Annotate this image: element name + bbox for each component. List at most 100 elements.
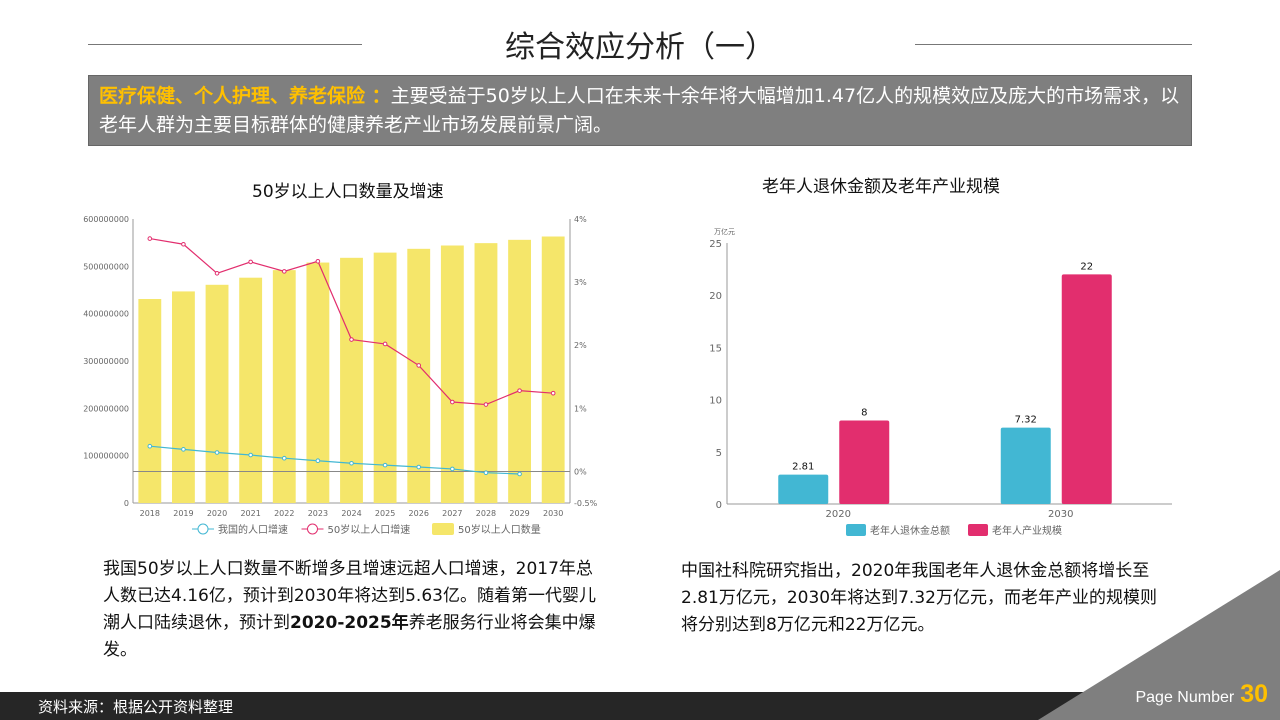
- x-tick-label: 2023: [308, 509, 328, 518]
- y-right-tick-label: 4%: [574, 215, 587, 224]
- bar-population: [508, 239, 532, 503]
- left-chart-title: 50岁以上人口数量及增速: [252, 182, 444, 202]
- line-point: [181, 241, 186, 247]
- y-tick-label: 15: [709, 343, 722, 354]
- x-tick-label: 2027: [442, 509, 462, 518]
- x-tick-label: 2019: [173, 509, 193, 518]
- bar-population: [340, 257, 363, 503]
- pension-chart: 万亿元 0 5 10 15 20 25 2020 2.81 8 2030 7.32 22 老年人退休金总额…: [709, 227, 1172, 537]
- x-tick-label: 2024: [341, 509, 361, 518]
- y-left-tick-label: 0: [124, 499, 129, 508]
- y-left-tick-label: 300000000: [83, 357, 129, 366]
- legend-swatch: [968, 524, 988, 536]
- y-right-tick-label: 1%: [574, 404, 587, 413]
- data-label: 8: [861, 407, 867, 418]
- y-right-tick-label: 3%: [574, 278, 587, 287]
- banner-text: 主要受益于50岁以上人口在未来十余年将大幅增加1.47亿人的规模效应及庞大的市场…: [99, 85, 1180, 136]
- banner-highlight: 医疗保健、个人护理、养老保险 ：: [99, 85, 391, 107]
- y-left-tick-label: 100000000: [83, 452, 129, 461]
- y-tick-label: 0: [716, 500, 722, 511]
- bar-population: [205, 284, 229, 503]
- data-label: 2.81: [792, 462, 814, 473]
- bar-population: [306, 262, 330, 503]
- y-left-tick-label: 200000000: [83, 404, 129, 413]
- x-tick-label: 2020: [826, 509, 851, 520]
- line-point: [315, 458, 321, 464]
- line-point: [147, 443, 153, 449]
- y-tick-label: 10: [709, 396, 722, 407]
- y-left-tick-label: 500000000: [83, 262, 129, 271]
- x-tick-label: 2020: [207, 509, 227, 518]
- line-series: [149, 445, 520, 475]
- line-point: [281, 269, 287, 274]
- page-title: 综合效应分析（一）: [505, 30, 775, 65]
- x-tick-label: 2028: [476, 509, 496, 518]
- line-point: [315, 258, 321, 264]
- line-point: [382, 341, 388, 347]
- y-left-tick-label: 400000000: [83, 310, 129, 319]
- line-point: [416, 464, 422, 470]
- legend-label: 老年人退休金总额: [870, 524, 950, 537]
- legend-swatch: [846, 524, 866, 536]
- source-note: 资料来源：根据公开资料整理: [38, 698, 234, 716]
- title-rule-left: [88, 44, 362, 45]
- x-tick-label: 2022: [274, 509, 294, 518]
- legend-label: 我国的人口增速: [218, 523, 288, 536]
- left-description: 我国50岁以上人口数量不断增多且增速远超人口增速，2017年总人数已达4.16亿…: [103, 559, 596, 660]
- x-tick-label: 2018: [140, 509, 160, 518]
- population-chart: 0 100000000 200000000 300000000 400000000 500…: [83, 215, 598, 536]
- bar-industry: [839, 420, 890, 504]
- line-point: [450, 399, 455, 405]
- legend-swatch: [432, 523, 454, 535]
- legend-label: 老年人产业规模: [992, 524, 1062, 537]
- summary-banner: 医疗保健、个人护理、养老保险 ：主要受益于50岁以上人口在未来十余年将大幅增加1…: [88, 75, 1192, 146]
- legend-label: 50岁以上人口数量: [458, 523, 541, 536]
- y-left-tick-label: 600000000: [83, 215, 129, 224]
- x-tick-label: 2026: [409, 509, 429, 518]
- y-tick-label: 5: [716, 448, 722, 459]
- title-rule-right: [915, 44, 1192, 45]
- line-point: [248, 259, 253, 265]
- bar-population: [541, 236, 565, 503]
- data-label: 22: [1080, 261, 1093, 272]
- line-point: [517, 471, 522, 477]
- line-point: [483, 470, 489, 476]
- bar-population: [373, 252, 397, 503]
- x-tick-label: 2025: [375, 509, 395, 518]
- x-tick-label: 2030: [543, 509, 563, 518]
- bar-population: [407, 248, 431, 503]
- line-point: [483, 402, 489, 407]
- line-point: [416, 363, 422, 368]
- y-right-tick-label: 0%: [574, 467, 587, 476]
- line-point: [181, 447, 186, 452]
- x-tick-label: 2030: [1048, 509, 1073, 520]
- y-tick-label: 20: [709, 291, 722, 302]
- bar-population: [272, 270, 296, 503]
- line-point: [450, 466, 455, 472]
- y-right-tick-label: -0.5%: [574, 499, 598, 508]
- line-point: [349, 460, 354, 466]
- line-point: [517, 388, 522, 393]
- bar-population: [239, 277, 263, 503]
- legend-marker: [197, 523, 209, 535]
- page-number: Page Number 30: [1135, 680, 1268, 708]
- line-point: [214, 270, 220, 276]
- bar-industry: [1061, 274, 1112, 504]
- right-chart-title: 老年人退休金额及老年产业规模: [762, 177, 1000, 197]
- legend-marker: [307, 523, 318, 535]
- y-right-tick-label: 2%: [574, 341, 587, 350]
- right-description: 中国社科院研究指出，2020年我国老年人退休金总额将增长至2.81万亿元，203…: [681, 561, 1157, 635]
- line-point: [382, 462, 388, 468]
- bar-population: [138, 298, 162, 503]
- bar-pension: [778, 474, 829, 504]
- line-point: [147, 236, 153, 241]
- line-point: [248, 452, 253, 458]
- legend-label: 50岁以上人口增速: [328, 523, 411, 536]
- line-point: [550, 390, 556, 396]
- bar-pension: [1000, 427, 1051, 504]
- x-tick-label: 2021: [240, 509, 260, 518]
- bar-population: [440, 245, 464, 504]
- line-point: [214, 450, 220, 455]
- line-point: [349, 337, 354, 342]
- data-label: 7.32: [1015, 415, 1037, 426]
